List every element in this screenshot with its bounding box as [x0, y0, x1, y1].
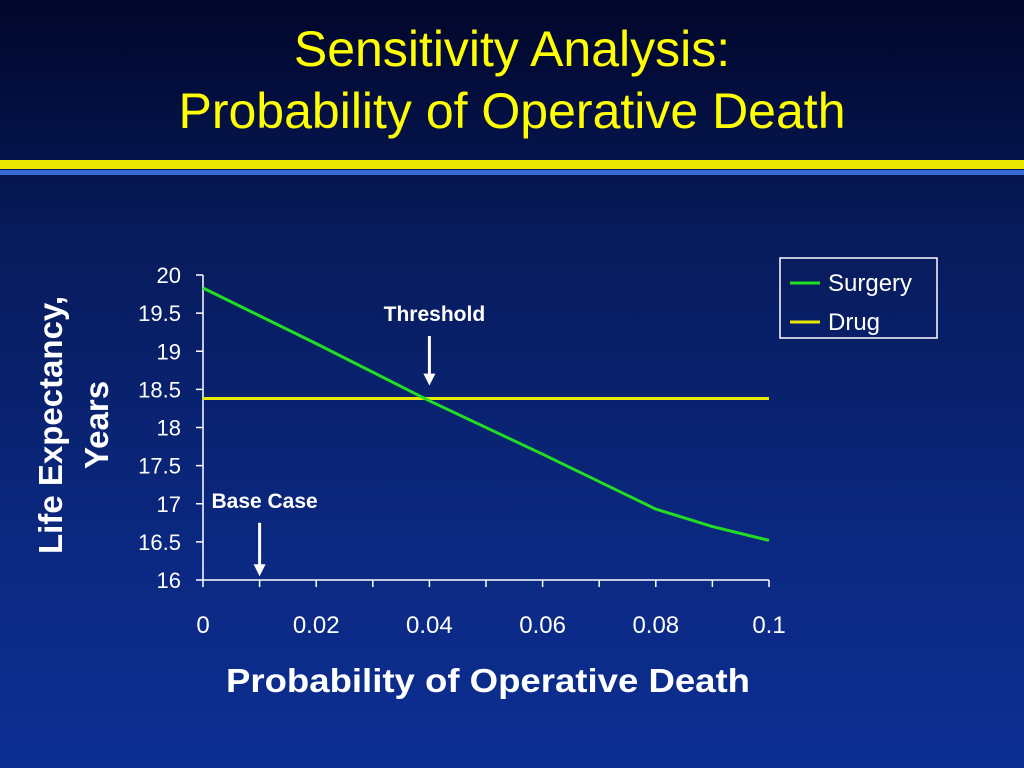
threshold-arrow-head — [423, 373, 436, 386]
y-tick-label: 17 — [157, 492, 181, 517]
y-tick-label: 18.5 — [138, 377, 181, 402]
y-tick-label: 19 — [157, 339, 181, 364]
y-tick-label: 16 — [157, 568, 181, 593]
title-line-2: Probability of Operative Death — [178, 83, 846, 139]
x-axis-title: Probability of Operative Death — [226, 662, 750, 699]
x-tick-label: 0.02 — [293, 612, 340, 639]
y-axis-title-line-1: Life Expectancy, — [32, 296, 69, 554]
x-tick-label: 0.08 — [632, 612, 679, 639]
legend-label-drug: Drug — [828, 309, 880, 336]
base-case-label: Base Case — [211, 490, 317, 513]
threshold-label: Threshold — [384, 303, 486, 326]
title-divider-blue — [0, 170, 1024, 175]
y-tick-label: 19.5 — [138, 301, 181, 326]
x-tick-label: 0.1 — [752, 612, 785, 639]
legend-label-surgery: Surgery — [828, 270, 912, 297]
legend-box — [779, 257, 938, 339]
y-tick-label: 20 — [157, 263, 181, 288]
x-tick-label: 0 — [196, 612, 209, 639]
y-tick-label: 18 — [157, 416, 181, 441]
y-tick-label: 17.5 — [138, 454, 181, 479]
y-tick-label: 16.5 — [138, 530, 181, 555]
title-divider-yellow — [0, 160, 1024, 169]
base-case-arrow-head — [253, 564, 266, 577]
y-axis-title-line-2: Years — [78, 381, 115, 469]
x-tick-label: 0.06 — [519, 612, 566, 639]
x-tick-label: 0.04 — [406, 612, 453, 639]
slide-title: Sensitivity Analysis: Probability of Ope… — [0, 18, 1024, 142]
series-line-surgery — [202, 286, 770, 542]
title-line-1: Sensitivity Analysis: — [293, 21, 731, 77]
